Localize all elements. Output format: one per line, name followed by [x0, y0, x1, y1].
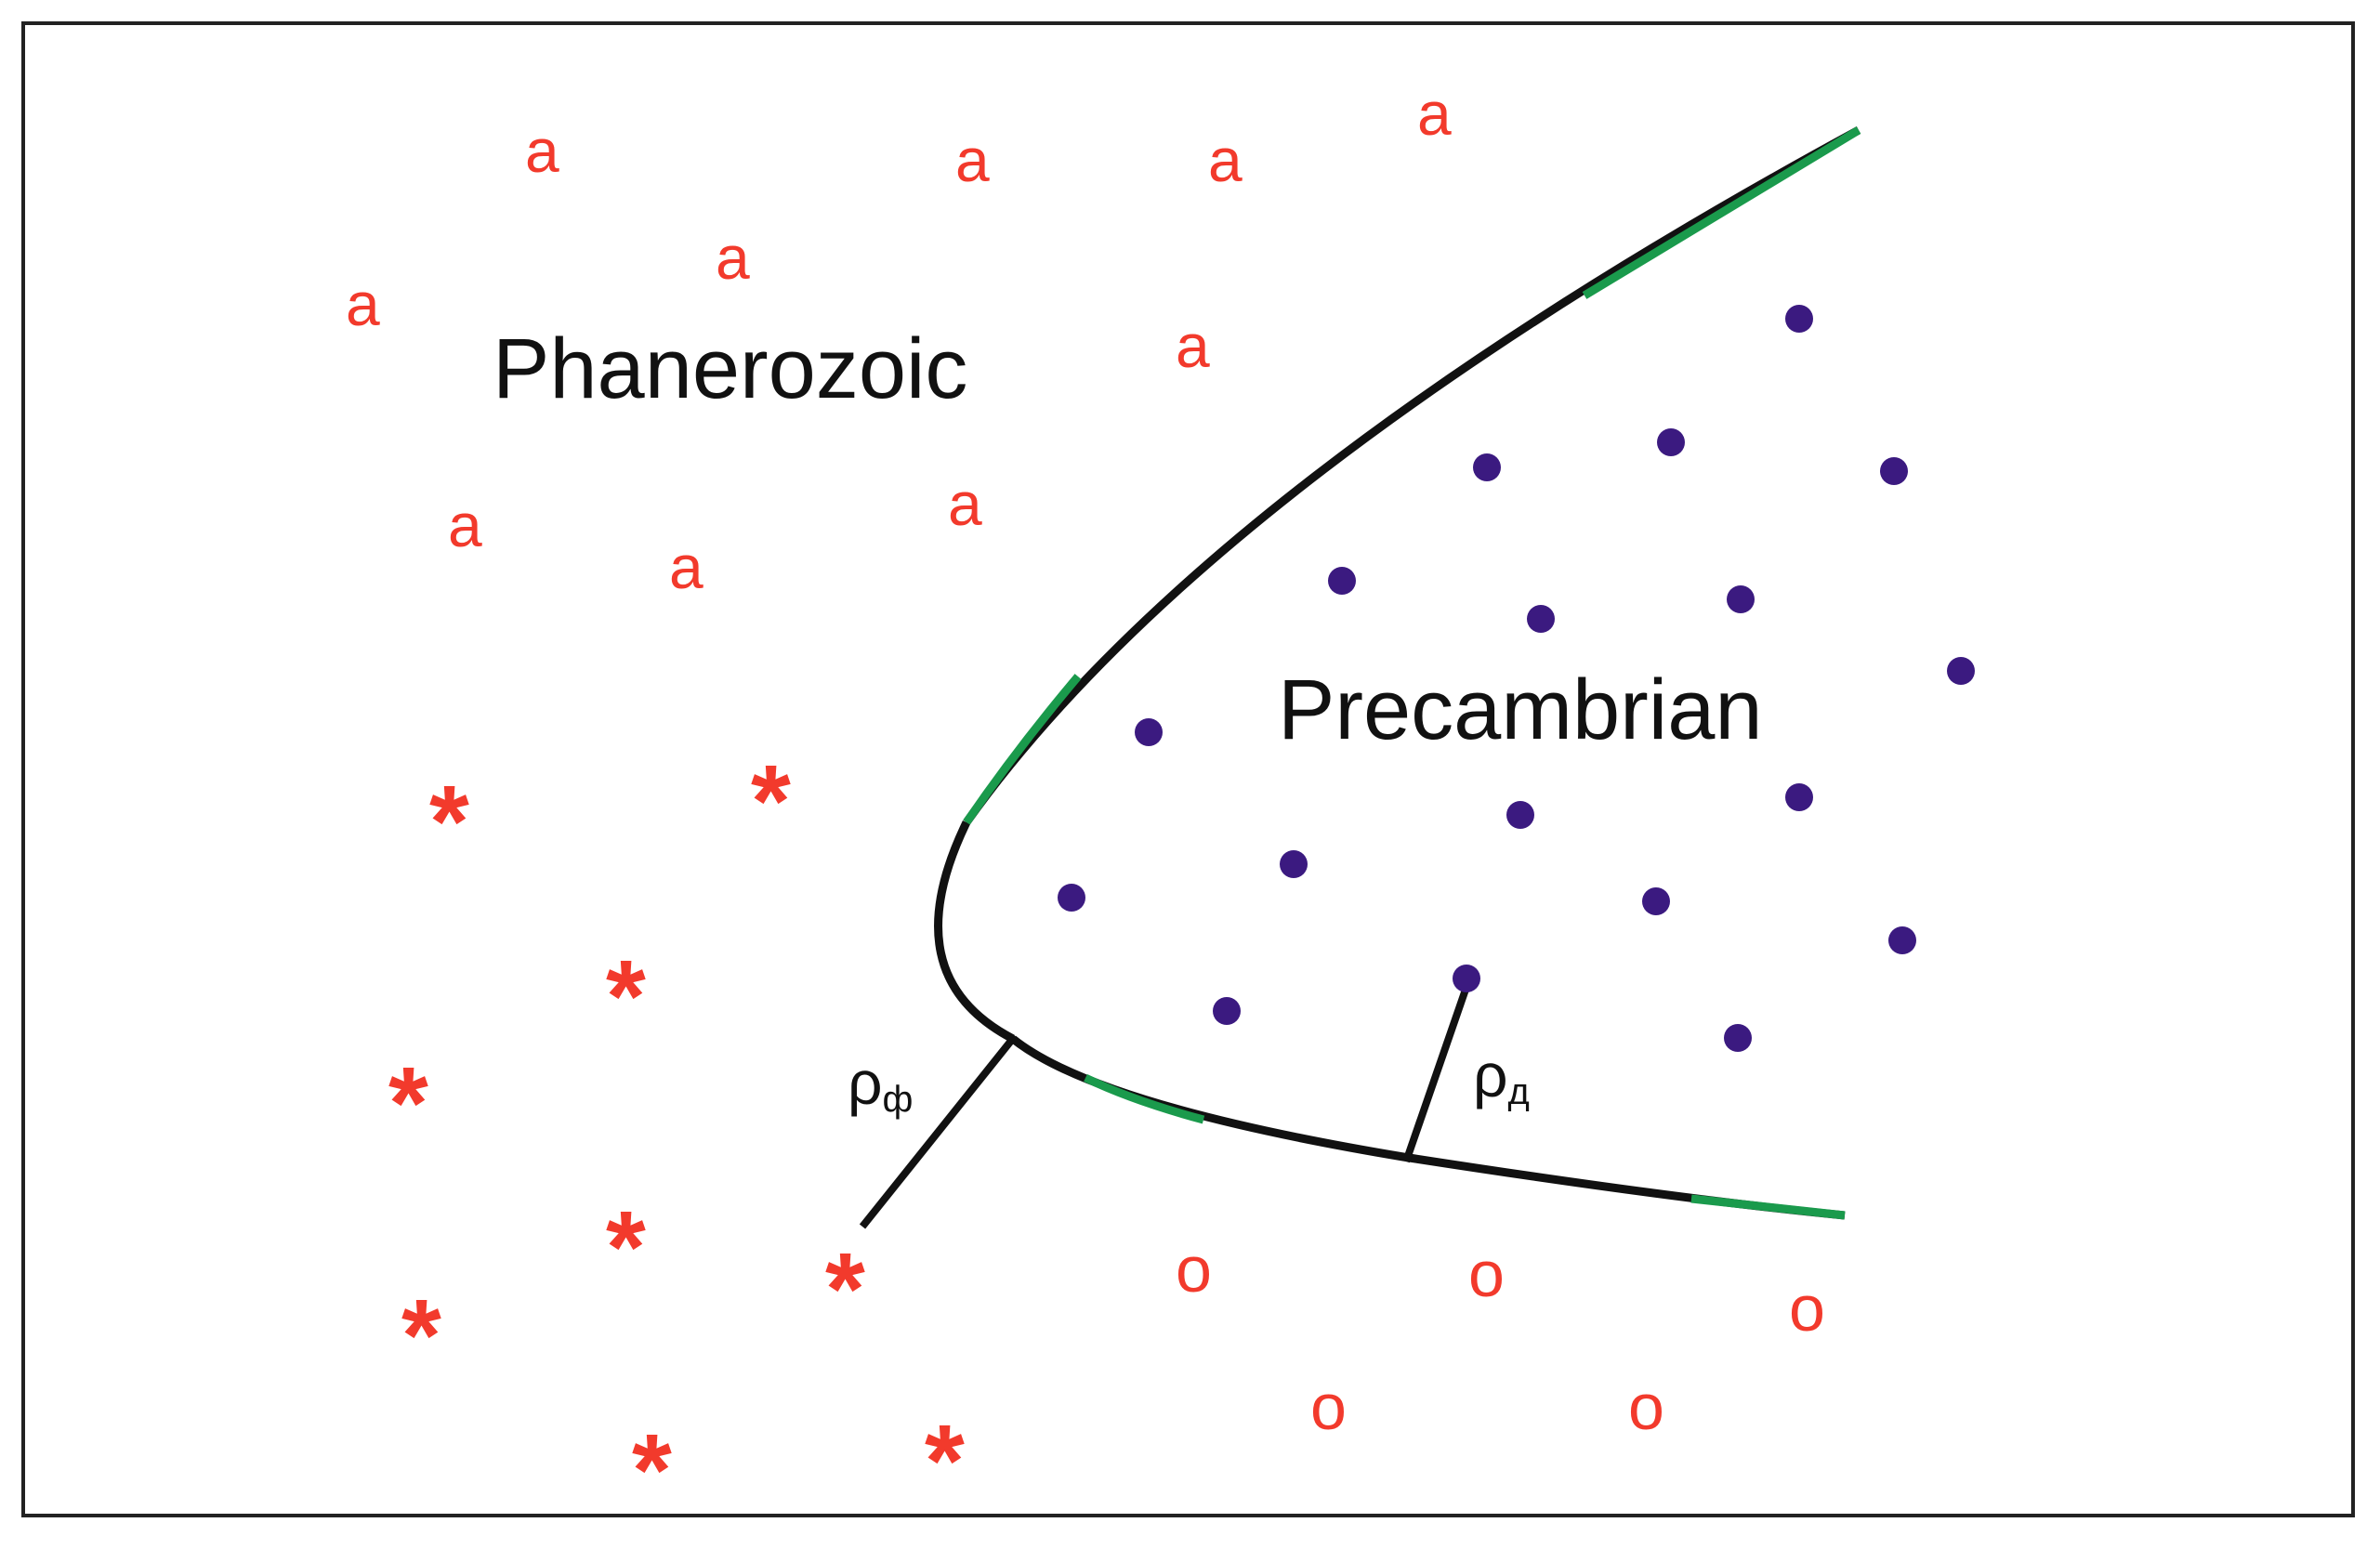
- star-marker: *: [925, 1404, 965, 1518]
- rho-d-subscript: д: [1508, 1071, 1530, 1112]
- dot-marker: [1657, 428, 1685, 456]
- boundary-lower-branch: [1010, 1035, 1846, 1220]
- o-marker: o: [1176, 1233, 1212, 1306]
- o-marker: o: [1310, 1371, 1347, 1443]
- dot-marker: [1058, 884, 1085, 912]
- phanerozoic-label: Phanerozoic: [493, 322, 967, 416]
- star-marker: *: [388, 1046, 428, 1161]
- boundary-tip: [934, 820, 1016, 1043]
- star-marker: *: [751, 744, 791, 859]
- a-marker: a: [1417, 79, 1452, 148]
- dot-marker: [1473, 453, 1501, 481]
- rho-d-distance-line: [1402, 985, 1470, 1163]
- dot-marker: [1213, 997, 1241, 1025]
- boundary-green-segment-top: [1582, 126, 1861, 299]
- star-marker: *: [606, 1190, 646, 1305]
- rho-d-label: ρд: [1473, 1041, 1530, 1112]
- dot-marker: [1785, 783, 1813, 811]
- a-marker: a: [346, 269, 380, 338]
- rho-d-symbol: ρ: [1473, 1041, 1508, 1109]
- o-marker: o: [1628, 1371, 1664, 1443]
- a-markers: a a a a a a a a a a: [346, 79, 1452, 601]
- boundary-green-segment-upper-mid: [963, 674, 1082, 825]
- o-markers: o o o o o: [1176, 1233, 1825, 1443]
- rho-f-symbol: ρ: [848, 1048, 883, 1117]
- boundary-upper-branch: [963, 126, 1861, 825]
- rho-f-label: ρф: [848, 1048, 913, 1120]
- a-marker: a: [948, 469, 982, 538]
- a-marker: a: [448, 491, 482, 559]
- star-marker: *: [825, 1232, 865, 1346]
- dot-marker: [1527, 605, 1555, 633]
- dot-marker: [1453, 965, 1480, 992]
- star-marker: *: [606, 939, 646, 1054]
- dot-marker: [1328, 567, 1356, 595]
- boundary-green-segment-lower-mid: [1084, 1073, 1205, 1124]
- dot-marker: [1785, 305, 1813, 333]
- a-marker: a: [669, 532, 703, 601]
- dot-markers: [1058, 305, 1975, 1052]
- dot-marker: [1888, 926, 1916, 954]
- star-marker: *: [429, 765, 469, 879]
- a-marker: a: [955, 125, 990, 194]
- o-marker: o: [1789, 1272, 1825, 1345]
- a-marker: a: [716, 223, 750, 292]
- star-markers: * * * * * * * * *: [388, 744, 965, 1528]
- dot-marker: [1947, 657, 1975, 685]
- dot-marker: [1727, 585, 1755, 613]
- decision-boundary: [934, 126, 1861, 1220]
- a-marker: a: [1208, 125, 1243, 194]
- dot-marker: [1506, 801, 1534, 829]
- star-marker: *: [401, 1279, 441, 1393]
- diagram-frame: [21, 21, 2355, 1517]
- a-marker: a: [1176, 311, 1210, 380]
- a-marker: a: [525, 116, 559, 185]
- dot-marker: [1880, 457, 1908, 485]
- star-marker: *: [632, 1413, 672, 1528]
- rho-f-distance-line: [859, 1033, 1019, 1229]
- o-marker: o: [1468, 1238, 1505, 1310]
- dot-marker: [1280, 850, 1308, 878]
- dot-marker: [1135, 718, 1163, 746]
- precambrian-label: Precambrian: [1278, 663, 1763, 757]
- dot-marker: [1724, 1024, 1752, 1052]
- dot-marker: [1642, 887, 1670, 915]
- rho-f-subscript: ф: [883, 1079, 914, 1120]
- boundary-green-segment-end: [1690, 1194, 1846, 1220]
